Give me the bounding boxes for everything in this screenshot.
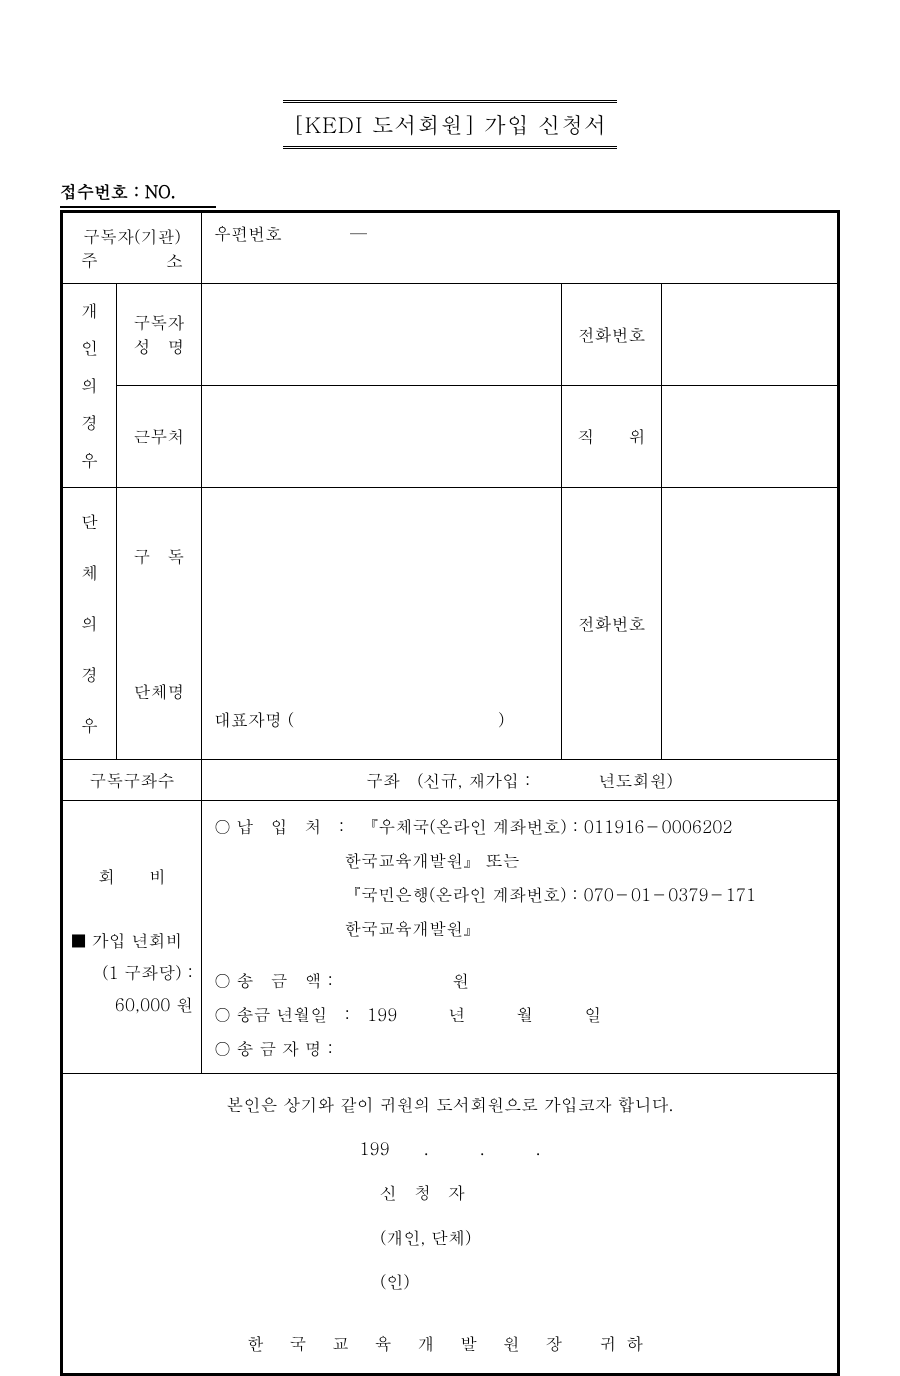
fee-label-cell: 회 비 ■ 가입 년회비 (1 구좌당) : 60,000 원 — [62, 800, 202, 1073]
receipt-no: 접수번호 : NO. — [60, 179, 216, 208]
org-rep-field[interactable]: 대표자명 ( ) — [202, 487, 562, 759]
workplace-field[interactable] — [202, 385, 562, 487]
subscribe-label: 구 독 — [117, 487, 202, 623]
individual-label: 개인의경우 — [62, 284, 117, 488]
address-label-2: 주 소 — [75, 248, 189, 272]
position-field[interactable] — [662, 385, 839, 487]
address-value-cell[interactable]: 우편번호 — — [202, 212, 839, 284]
org-label: 단체의경우 — [62, 487, 117, 759]
annual-fee-l1: ■ 가입 년회비 — [71, 924, 193, 956]
remit-date: 송금 년월일 : 199 년 월 일 — [214, 997, 825, 1031]
declaration-statement: 본인은 상기와 같이 귀원의 도서회원으로 가입코자 합니다. — [75, 1082, 825, 1126]
org-name-label: 단체명 — [117, 623, 202, 759]
phone-label-2: 전화번호 — [562, 487, 662, 759]
phone-field-2[interactable] — [662, 487, 839, 759]
phone-field-1[interactable] — [662, 284, 839, 386]
postal-label: 우편번호 — — [214, 221, 367, 245]
phone-label-1: 전화번호 — [562, 284, 662, 386]
declaration-date: 199 . . . — [75, 1126, 825, 1170]
recipient: 한 국 교 육 개 발 원 장 귀하 — [247, 1331, 654, 1355]
subscriber-name-field[interactable] — [202, 284, 562, 386]
pay-to-l1: 납 입 처 : 『우체국(온라인 계좌번호) : 011916－0006202 — [214, 809, 825, 843]
pay-to-l4: 한국교육개발원』 — [214, 911, 825, 945]
remitter: 송 금 자 명 : — [214, 1031, 825, 1065]
workplace-label: 근무처 — [117, 385, 202, 487]
position-label: 직 위 — [562, 385, 662, 487]
annual-fee-l3: 60,000 원 — [71, 988, 193, 1020]
fee-details: 납 입 처 : 『우체국(온라인 계좌번호) : 011916－0006202 … — [202, 800, 839, 1073]
accounts-label: 구독구좌수 — [62, 759, 202, 800]
declaration-block: 본인은 상기와 같이 귀원의 도서회원으로 가입코자 합니다. 199 . . … — [62, 1073, 839, 1374]
subscriber-name-label: 구독자성 명 — [117, 284, 202, 386]
rep-name-text: 대표자명 ( ) — [214, 707, 504, 731]
accounts-value[interactable]: 구좌 (신규, 재가입 : 년도회원) — [202, 759, 839, 800]
title-wrap: [KEDI 도서회원] 가입 신청서 — [60, 100, 840, 149]
applicant-label: 신 청 자 — [380, 1180, 465, 1204]
address-label-1: 구독자(기관) — [75, 224, 189, 248]
pay-to-l3: 『국민은행(온라인 계좌번호) : 070－01－0379－171 — [214, 877, 825, 911]
pay-to-l2: 한국교육개발원』 또는 — [214, 843, 825, 877]
remit-amount: 송 금 액 : 원 — [214, 963, 825, 997]
fee-label: 회 비 — [98, 864, 166, 888]
applicant-sub: (개인, 단체) (인) — [380, 1225, 658, 1293]
address-label-cell: 구독자(기관) 주 소 — [62, 212, 202, 284]
application-form: 구독자(기관) 주 소 우편번호 — 개인의경우 구독자성 명 전화번호 근무처… — [60, 210, 840, 1376]
form-title: [KEDI 도서회원] 가입 신청서 — [283, 100, 618, 149]
annual-fee-l2: (1 구좌당) : — [71, 956, 193, 988]
